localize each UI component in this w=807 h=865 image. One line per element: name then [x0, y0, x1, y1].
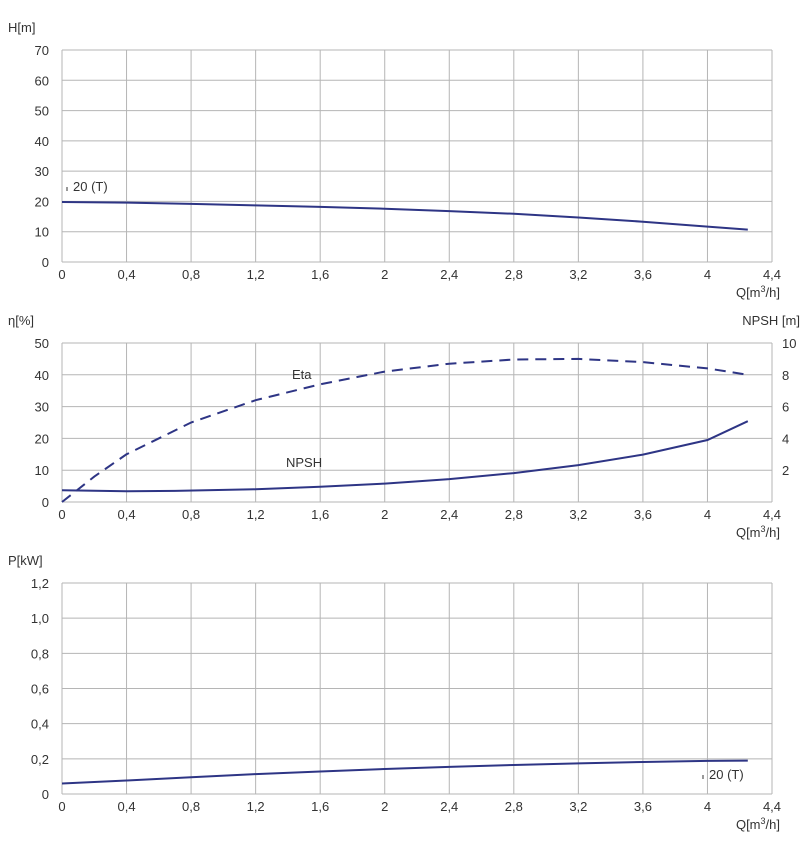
x-tick-label: 2: [381, 799, 388, 814]
x-tick-label: 0,4: [118, 507, 136, 522]
x-tick-label: 1,6: [311, 507, 329, 522]
x-tick-label: 4,4: [763, 799, 781, 814]
series-line-npsh: [61, 420, 749, 493]
x-tick-label: 1,2: [247, 267, 265, 282]
x-tick-label: 4: [704, 507, 711, 522]
x-tick-label: 0,8: [182, 267, 200, 282]
x-tick-label: 0,8: [182, 507, 200, 522]
y-tick-label: 0,6: [31, 682, 49, 697]
x-tick-label: 0: [58, 507, 65, 522]
series-line-eta: [61, 357, 748, 503]
x-tick-label: 1,2: [247, 799, 265, 814]
series-label: 20 (T): [73, 179, 108, 194]
x-axis-label: Q[m3/h]: [736, 524, 780, 540]
x-tick-label: 0,8: [182, 799, 200, 814]
x-tick-label: 2: [381, 267, 388, 282]
x-tick-label: 4,4: [763, 267, 781, 282]
x-tick-label: 4: [704, 799, 711, 814]
y-tick-label: 0,2: [31, 752, 49, 767]
y-axis-label: H[m]: [8, 20, 35, 35]
x-tick-label: 1,6: [311, 267, 329, 282]
y2-tick-label: 6: [782, 400, 789, 415]
x-tick-label: 3,2: [569, 267, 587, 282]
x-tick-label: 2,8: [505, 267, 523, 282]
series-line-20-t-: [61, 201, 748, 231]
head-chart: 0 0,4 0,8 1,2 1,6 2 2,4 2,8 3,2 3,6 4 4,4 0 10 20 30 40 5…: [8, 20, 781, 300]
y-tick-label: 50: [35, 336, 49, 351]
x-tick-label: 4,4: [763, 507, 781, 522]
power-chart: 0 0,4 0,8 1,2 1,6 2 2,4 2,8 3,2 3,6 4 4,4 0 0,2 0,4 0,6…: [8, 553, 781, 832]
y2-axis-label: NPSH [m]: [742, 313, 800, 328]
y-tick-label: 20: [35, 431, 49, 446]
y-tick-label: 0: [42, 255, 49, 270]
y-tick-label: 10: [35, 463, 49, 478]
x-tick-label: 0: [58, 267, 65, 282]
y-tick-label: 0: [42, 787, 49, 802]
y-axis-label: η[%]: [8, 313, 34, 328]
y-tick-label: 10: [35, 225, 49, 240]
x-tick-label: 2,4: [440, 507, 458, 522]
y-tick-label: 0,4: [31, 717, 49, 732]
y2-tick-label: 2: [782, 463, 789, 478]
x-axis-label: Q[m3/h]: [736, 816, 780, 832]
y-tick-label: 70: [35, 43, 49, 58]
x-tick-label: 0: [58, 799, 65, 814]
x-tick-label: 3,2: [569, 799, 587, 814]
x-tick-label: 0,4: [118, 267, 136, 282]
x-tick-label: 2,4: [440, 799, 458, 814]
x-tick-label: 2,8: [505, 507, 523, 522]
y-tick-label: 30: [35, 164, 49, 179]
y-tick-label: 0: [42, 495, 49, 510]
y2-tick-label: 4: [782, 431, 789, 446]
y-tick-label: 0,8: [31, 646, 49, 661]
y2-tick-label: 8: [782, 368, 789, 383]
y-tick-label: 1,0: [31, 611, 49, 626]
x-tick-label: 3,6: [634, 799, 652, 814]
x-tick-label: 0,4: [118, 799, 136, 814]
efficiency-npsh-chart: 0 0,4 0,8 1,2 1,6 2 2,4 2,8 3,2 3,6 4 4,4 0 10 20 30 40 5…: [8, 313, 800, 540]
x-tick-label: 1,6: [311, 799, 329, 814]
x-tick-label: 2,4: [440, 267, 458, 282]
x-tick-label: 3,6: [634, 507, 652, 522]
x-tick-label: 3,2: [569, 507, 587, 522]
y-axis-label: P[kW]: [8, 553, 43, 568]
x-tick-label: 2,8: [505, 799, 523, 814]
y-tick-label: 30: [35, 400, 49, 415]
x-tick-label: 2: [381, 507, 388, 522]
y2-tick-label: 10: [782, 336, 796, 351]
x-axis-label: Q[m3/h]: [736, 284, 780, 300]
y-tick-label: 60: [35, 73, 49, 88]
series-label-eta: Eta: [292, 367, 312, 382]
x-tick-label: 3,6: [634, 267, 652, 282]
y-tick-label: 40: [35, 368, 49, 383]
y-tick-label: 50: [35, 104, 49, 119]
x-tick-label: 4: [704, 267, 711, 282]
x-tick-label: 1,2: [247, 507, 265, 522]
series-line-20-t-: [61, 759, 748, 785]
y-tick-label: 1,2: [31, 576, 49, 591]
y-tick-label: 40: [35, 134, 49, 149]
y-tick-label: 20: [35, 194, 49, 209]
series-label: 20 (T): [709, 767, 744, 782]
series-label-npsh: NPSH: [286, 455, 322, 470]
